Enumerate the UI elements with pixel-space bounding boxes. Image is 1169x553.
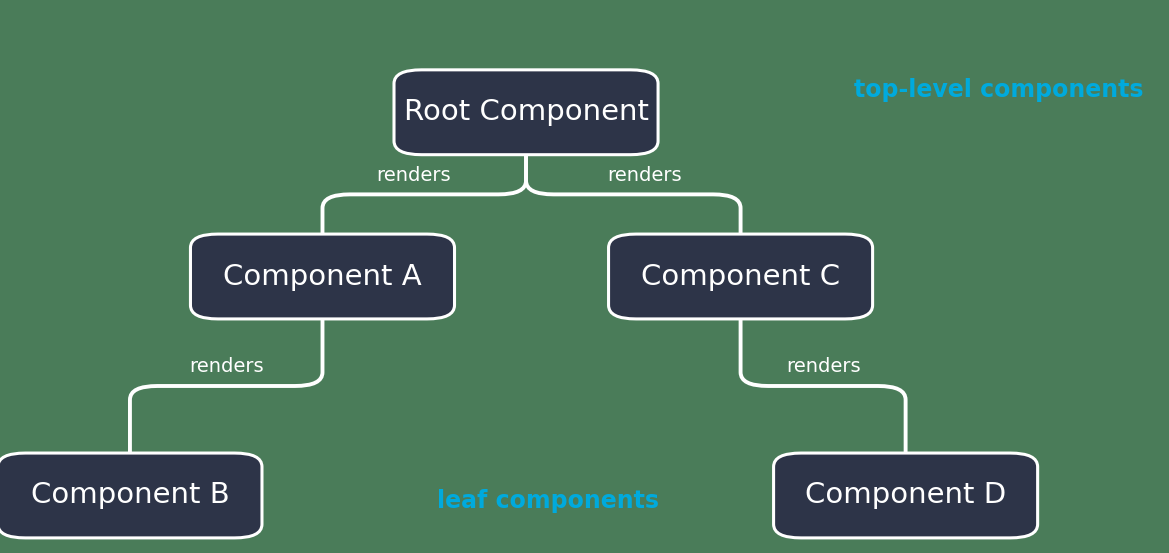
Text: renders: renders bbox=[189, 357, 263, 376]
Text: Root Component: Root Component bbox=[403, 98, 649, 126]
FancyBboxPatch shape bbox=[0, 453, 262, 538]
Text: Component D: Component D bbox=[805, 482, 1007, 509]
Text: Component A: Component A bbox=[223, 263, 422, 290]
Text: Component B: Component B bbox=[30, 482, 229, 509]
FancyBboxPatch shape bbox=[394, 70, 658, 155]
Text: renders: renders bbox=[607, 165, 682, 185]
Text: Component C: Component C bbox=[641, 263, 841, 290]
FancyBboxPatch shape bbox=[609, 234, 872, 319]
Text: top-level components: top-level components bbox=[855, 79, 1144, 102]
Text: renders: renders bbox=[376, 165, 450, 185]
Text: leaf components: leaf components bbox=[437, 489, 659, 513]
FancyBboxPatch shape bbox=[774, 453, 1038, 538]
Text: renders: renders bbox=[786, 357, 860, 376]
FancyBboxPatch shape bbox=[191, 234, 455, 319]
